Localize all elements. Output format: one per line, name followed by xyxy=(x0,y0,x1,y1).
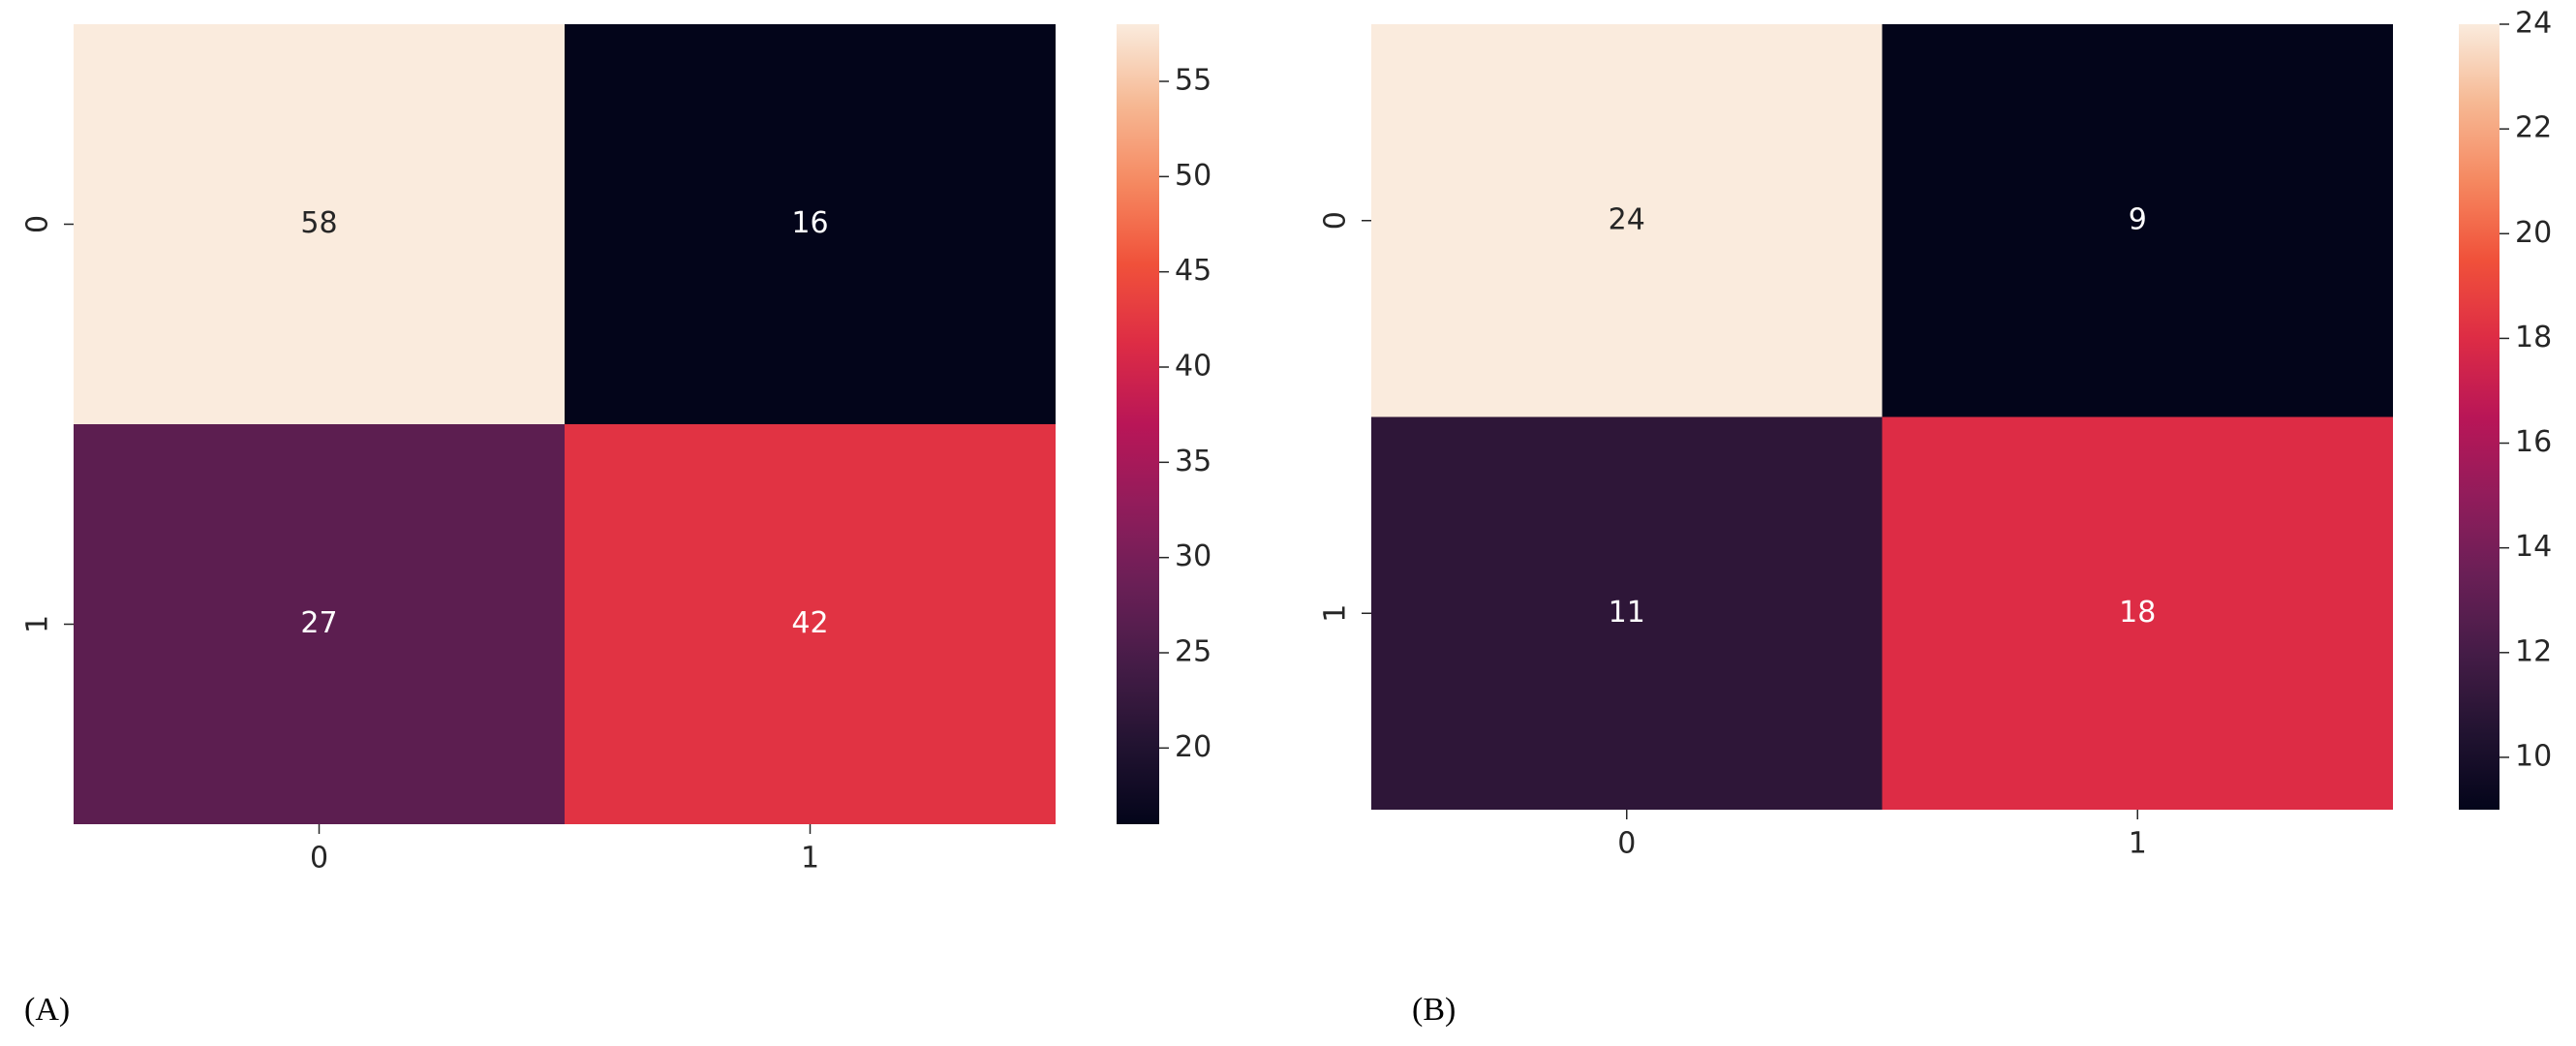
colorbar-tick-label: 20 xyxy=(2515,216,2552,250)
colorbar xyxy=(1117,24,1159,824)
x-tick-label: 1 xyxy=(801,842,819,876)
x-tick-label: 0 xyxy=(310,842,328,876)
panel-label: (A) xyxy=(24,992,70,1028)
x-tick-label: 0 xyxy=(1617,827,1636,861)
y-tick-label: 0 xyxy=(21,215,55,233)
colorbar-tick-label: 35 xyxy=(1175,445,1211,478)
colorbar-tick-label: 22 xyxy=(2515,111,2552,145)
colorbar-tick-label: 16 xyxy=(2515,425,2552,459)
cell-annotation: 11 xyxy=(1609,596,1645,630)
colorbar-tick-label: 40 xyxy=(1175,350,1211,384)
colorbar-tick-label: 10 xyxy=(2515,739,2552,773)
cell-annotation: 16 xyxy=(791,206,828,240)
heatmap-cell xyxy=(1882,24,2393,417)
colorbar-tick-label: 18 xyxy=(2515,321,2552,354)
colorbar-tick-label: 24 xyxy=(2515,7,2552,41)
heatmap-cell xyxy=(1882,416,2393,810)
panel-label: (B) xyxy=(1412,992,1456,1028)
colorbar-tick-label: 55 xyxy=(1175,64,1211,98)
heatmap-cell xyxy=(1371,416,1883,810)
y-tick-label: 1 xyxy=(21,615,55,633)
colorbar-tick-label: 45 xyxy=(1175,254,1211,288)
colorbar xyxy=(2459,24,2499,810)
heatmap-cell xyxy=(565,24,1056,424)
cell-annotation: 58 xyxy=(300,206,337,240)
cell-annotation: 9 xyxy=(2129,202,2147,236)
heatmap-cell xyxy=(74,24,565,424)
colorbar-tick-label: 50 xyxy=(1175,159,1211,193)
cell-annotation: 27 xyxy=(300,606,337,640)
heatmap-cell xyxy=(74,424,565,824)
heatmap-cell xyxy=(1371,24,1883,417)
y-tick-label: 0 xyxy=(1319,211,1353,230)
cell-annotation: 42 xyxy=(791,606,828,640)
cell-annotation: 18 xyxy=(2119,596,2156,630)
colorbar-tick-label: 20 xyxy=(1175,730,1211,764)
x-tick-label: 1 xyxy=(2129,827,2147,861)
cell-annotation: 24 xyxy=(1609,202,1645,236)
colorbar-tick-label: 12 xyxy=(2515,634,2552,668)
colorbar-tick-label: 30 xyxy=(1175,539,1211,573)
colorbar-tick-label: 14 xyxy=(2515,530,2552,564)
heatmap-cell xyxy=(565,424,1056,824)
y-tick-label: 1 xyxy=(1319,604,1353,623)
colorbar-tick-label: 25 xyxy=(1175,635,1211,669)
